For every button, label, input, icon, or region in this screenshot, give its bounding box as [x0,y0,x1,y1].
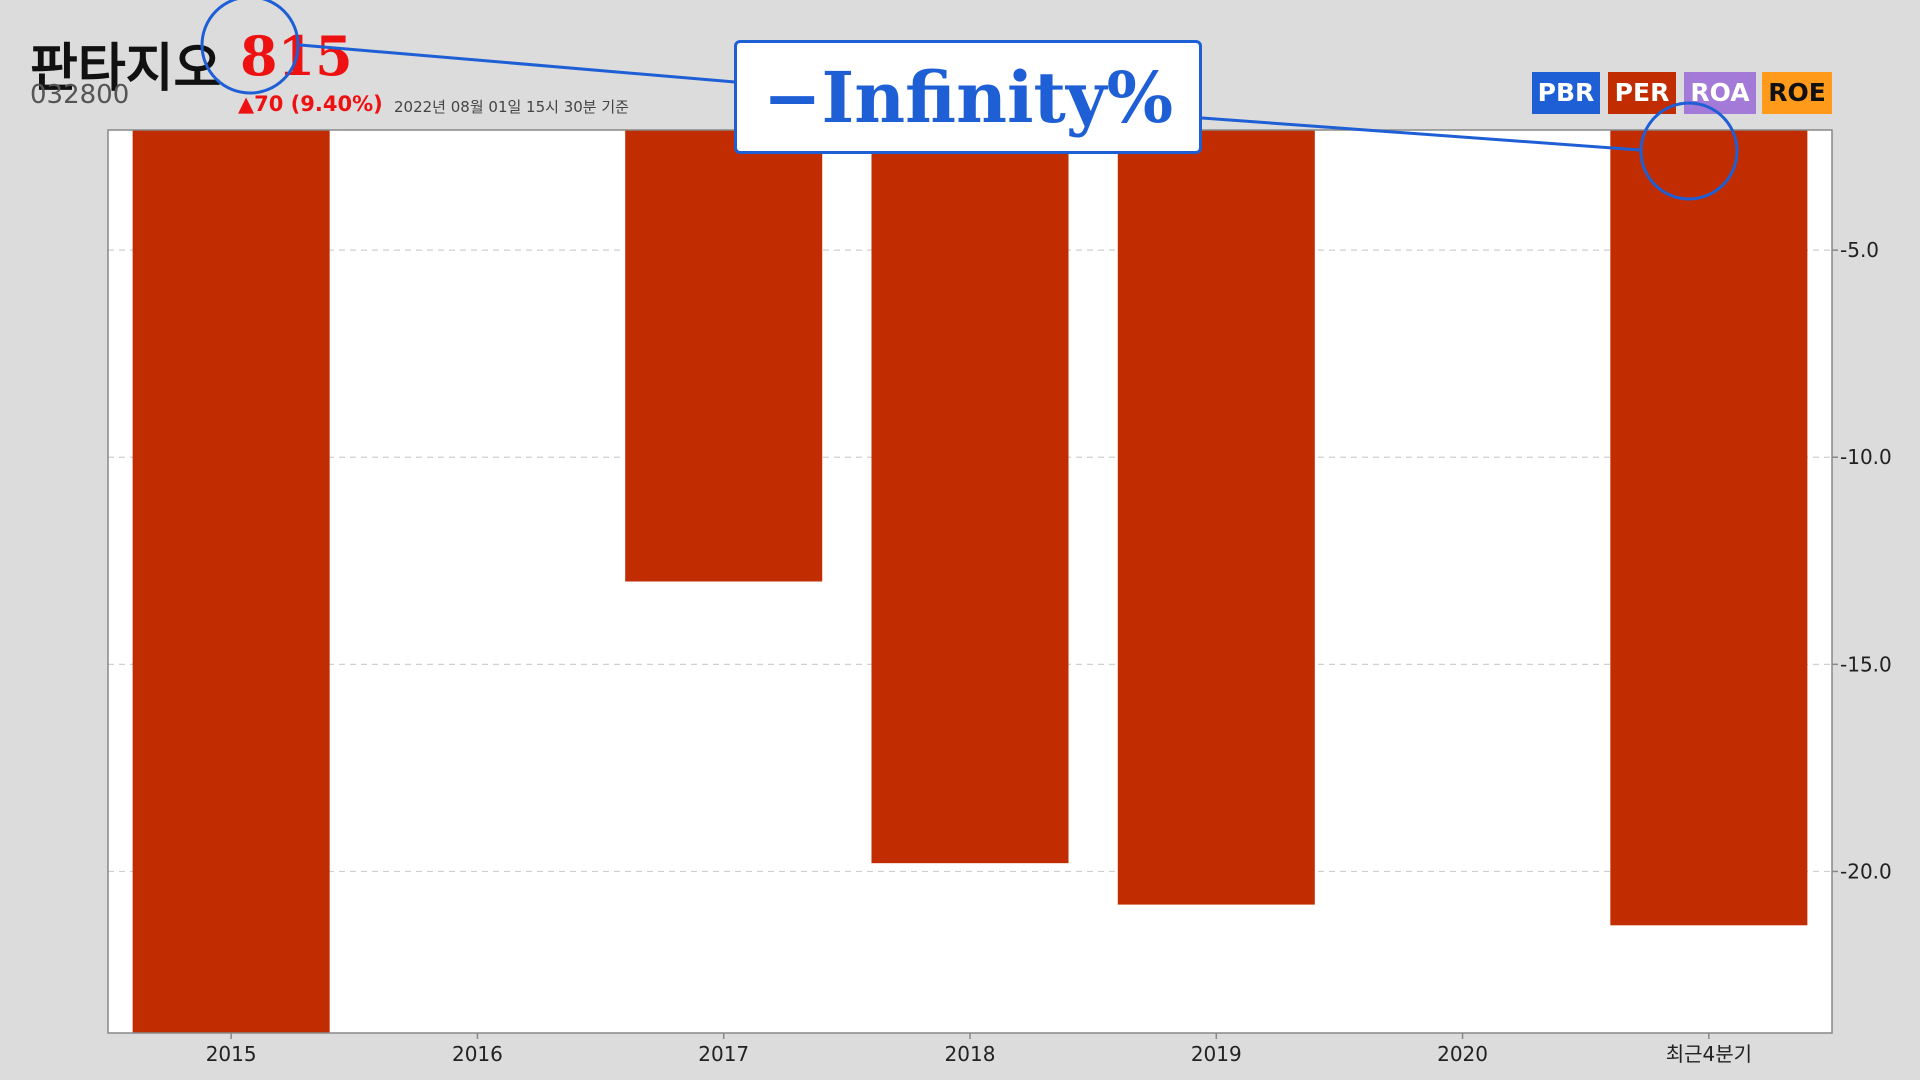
infinity-callout: −Infinity% [734,40,1202,154]
header: 판타지오 815 032800 ▲70 (9.40%) 2022년 08월 01… [0,0,1920,130]
callout-line-left [299,43,736,84]
y-tick-label: -5.0 [1840,238,1879,262]
highlight-circle-latest [1639,101,1739,201]
bar-2019 [1117,130,1315,905]
bar-2015 [132,130,330,1033]
x-tick-label: 2016 [452,1042,503,1066]
x-tick-label: 2020 [1437,1042,1488,1066]
bar-2017 [625,130,823,582]
y-tick-label: -20.0 [1840,859,1892,883]
y-axis-ticks: -5.0 -10.0 -15.0 -20.0 [1832,238,1892,883]
stock-code: 032800 [30,80,130,110]
bars [132,130,1808,1033]
legend-pbr-button[interactable]: PBR [1532,72,1600,114]
x-tick-label: 최근4분기 [1666,1042,1752,1066]
bar-2018 [871,130,1069,864]
basis-time: 2022년 08월 01일 15시 30분 기준 [394,98,629,116]
bar-최근4분기 [1610,130,1808,926]
x-tick-label: 2018 [945,1042,996,1066]
y-tick-label: -15.0 [1840,652,1892,676]
y-tick-label: -10.0 [1840,445,1892,469]
callout-line-right [1201,116,1641,152]
x-tick-label: 2019 [1191,1042,1242,1066]
legend-roa-button[interactable]: ROA [1684,72,1756,114]
price-change: ▲70 (9.40%) [238,92,383,116]
highlight-circle-price [200,0,300,95]
x-tick-label: 2017 [698,1042,749,1066]
legend-roe-button[interactable]: ROE [1762,72,1832,114]
callout-lines [200,0,1739,201]
x-tick-label: 2015 [206,1042,257,1066]
company-name: 판타지오 [30,39,222,99]
x-axis-ticks: 2015 2016 2017 2018 2019 2020 최근4분기 [206,1033,1752,1066]
legend-per-button[interactable]: PER [1608,72,1676,114]
